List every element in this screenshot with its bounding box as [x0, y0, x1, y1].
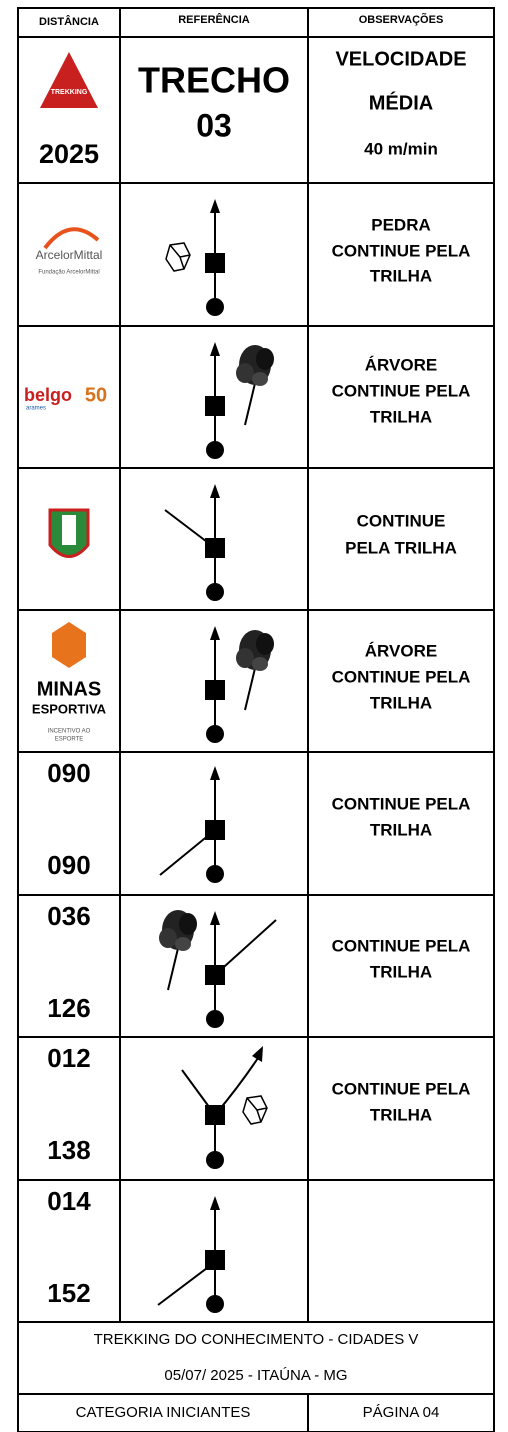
- logo-mark: [52, 622, 86, 668]
- diagram: [204, 625, 275, 744]
- total-distance: 126: [47, 993, 90, 1023]
- observation: ÁRVORE: [365, 355, 437, 374]
- partial-distance: 014: [47, 1186, 91, 1216]
- footer-title: TREKKING DO CONHECIMENTO - CIDADES V: [94, 1331, 419, 1348]
- reference-title: 03: [196, 107, 232, 143]
- observation: PEDRA: [371, 215, 431, 234]
- city-crest: [48, 508, 90, 558]
- observation: CONTINUE PELA: [332, 667, 471, 686]
- observation: 40 m/min: [364, 139, 438, 158]
- footer-category: CATEGORIA INICIANTES: [76, 1404, 251, 1421]
- logo-text: belgo: [24, 385, 72, 405]
- diagram: [204, 341, 275, 460]
- column-header: DISTÂNCIA: [39, 15, 99, 28]
- observation: CONTINUE: [357, 511, 446, 530]
- observation: TRILHA: [370, 693, 432, 712]
- logo-text: ArcelorMittal: [36, 248, 103, 262]
- observation: TRILHA: [370, 266, 432, 285]
- observation: CONTINUE PELA: [332, 1079, 471, 1098]
- observation: TRILHA: [370, 962, 432, 981]
- total-distance: 090: [47, 850, 90, 880]
- logo-text: 50: [85, 384, 107, 406]
- diagram: [181, 1046, 268, 1169]
- total-distance: 138: [47, 1135, 90, 1165]
- observation: ÁRVORE: [365, 641, 437, 660]
- logo-mark: [43, 227, 100, 250]
- partial-distance: 012: [47, 1043, 90, 1073]
- logo-text: TREKKING: [51, 89, 88, 96]
- column-header: OBSERVAÇÕES: [359, 13, 444, 26]
- year: 2025: [39, 139, 99, 169]
- observation: TRILHA: [370, 1105, 432, 1124]
- logo-text: Fundação ArcelorMittal: [38, 270, 99, 276]
- diagram: [165, 198, 226, 317]
- logo-text: ESPORTIVA: [32, 701, 107, 716]
- observation: CONTINUE PELA: [332, 936, 471, 955]
- observation: TRILHA: [370, 820, 432, 839]
- logo-text: ESPORTE: [55, 737, 84, 743]
- partial-distance: 036: [47, 901, 90, 931]
- logo-text: INCENTIVO AO: [48, 729, 91, 735]
- footer-date: 05/07/ 2025 - ITAÚNA - MG: [164, 1367, 347, 1384]
- diagram: [158, 909, 277, 1029]
- logo-badge: [40, 52, 98, 108]
- total-distance: 152: [47, 1278, 90, 1308]
- observation: MÉDIA: [369, 91, 433, 114]
- logo-text: MINAS: [37, 678, 101, 700]
- observation: CONTINUE PELA: [332, 794, 471, 813]
- observation: TRILHA: [370, 407, 432, 426]
- observation: VELOCIDADE: [335, 48, 466, 70]
- partial-distance: 090: [47, 758, 90, 788]
- table-grid: [17, 7, 495, 1432]
- observation: PELA TRILHA: [345, 538, 457, 557]
- observation: CONTINUE PELA: [332, 241, 471, 260]
- footer-page: PÁGINA 04: [363, 1404, 440, 1421]
- logo-text: arames: [26, 406, 46, 412]
- observation: CONTINUE PELA: [332, 381, 471, 400]
- column-header: REFERÊNCIA: [178, 13, 250, 26]
- diagram: [164, 483, 226, 602]
- diagram: [159, 765, 226, 884]
- diagram: [157, 1195, 226, 1314]
- reference-title: TRECHO: [138, 60, 290, 101]
